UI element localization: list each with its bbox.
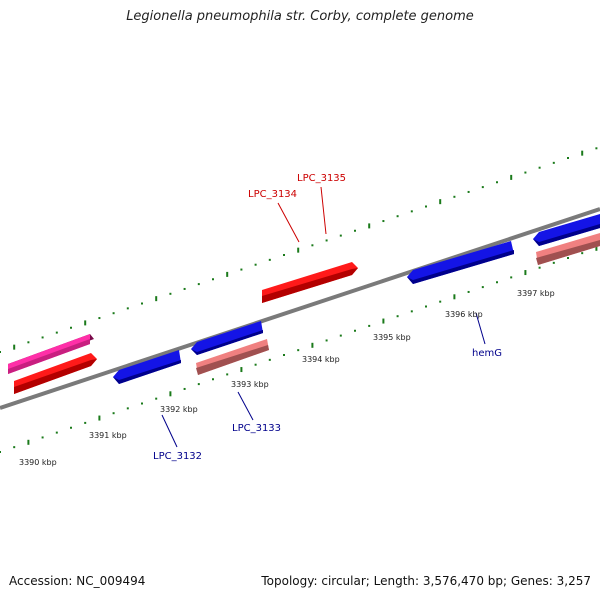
- gene-feature[interactable]: [196, 339, 269, 375]
- gene-feature[interactable]: [14, 353, 97, 394]
- ruler-labels: 3390 kbp 3391 kbp 3392 kbp 3393 kbp 3394…: [19, 289, 555, 467]
- ruler-label: 3397 kbp: [517, 289, 555, 298]
- ruler-label: 3396 kbp: [445, 310, 483, 319]
- genome-backbone: [0, 207, 600, 410]
- gene-label-lpc-3133[interactable]: LPC_3133: [232, 423, 281, 434]
- ruler-label: 3391 kbp: [89, 431, 127, 440]
- ruler-label: 3390 kbp: [19, 458, 57, 467]
- gene-labels: LPC_3134 LPC_3135 LPC_3132 LPC_3133 hemG: [153, 173, 502, 462]
- gene-feature[interactable]: [533, 214, 600, 246]
- gene-label-hemg[interactable]: hemG: [472, 348, 502, 359]
- gene-feature-hemg[interactable]: [407, 241, 514, 284]
- leader-line-lpc-3134: [277, 202, 300, 243]
- gene-feature-lpc-3132[interactable]: [113, 350, 181, 384]
- inner-tick-ruler: [0, 245, 598, 453]
- gene-feature-lpc-3133[interactable]: [191, 321, 263, 355]
- accession-text: Accession: NC_009494: [9, 574, 146, 588]
- label-leader-lines: [161, 186, 486, 448]
- leader-line-lpc-3132: [161, 414, 178, 448]
- ruler-label: 3393 kbp: [231, 380, 269, 389]
- ruler-label: 3395 kbp: [373, 333, 411, 342]
- gene-label-lpc-3134[interactable]: LPC_3134: [248, 189, 297, 200]
- gene-feature-lpc-3134[interactable]: [262, 262, 358, 303]
- reverse-strand-features: [113, 214, 600, 384]
- map-title: Legionella pneumophila str. Corby, compl…: [126, 9, 474, 24]
- genome-summary-text: Topology: circular; Length: 3,576,470 bp…: [261, 574, 591, 588]
- gene-feature[interactable]: [8, 334, 94, 374]
- ruler-label: 3392 kbp: [160, 405, 198, 414]
- gene-label-lpc-3135[interactable]: LPC_3135: [297, 173, 346, 184]
- outer-tick-ruler: [0, 147, 598, 353]
- gene-feature[interactable]: [536, 233, 600, 265]
- ruler-label: 3394 kbp: [302, 355, 340, 364]
- leader-line-lpc-3135: [320, 186, 327, 235]
- gene-label-lpc-3132[interactable]: LPC_3132: [153, 451, 202, 462]
- leader-line-hemg: [475, 312, 486, 345]
- leader-line-lpc-3133: [237, 391, 254, 421]
- forward-strand-features: [8, 262, 358, 394]
